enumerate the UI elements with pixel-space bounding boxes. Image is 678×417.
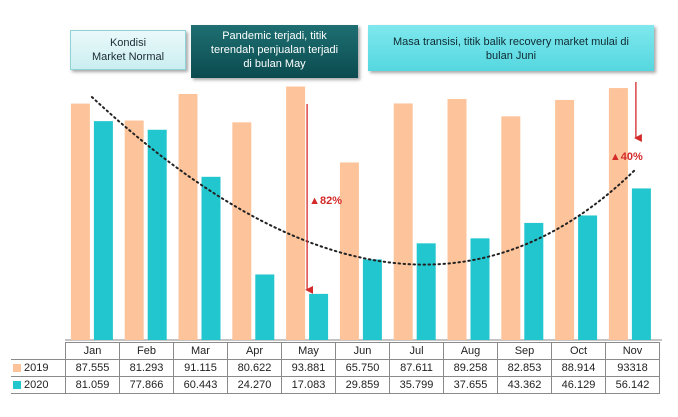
legend-swatch-2020: [13, 381, 21, 389]
table-cell-2019-jul: 87.611: [389, 359, 444, 377]
callout-pandemic: Pandemic terjadi, titik terendah penjual…: [191, 25, 358, 78]
table-cell-2019-sep: 82.853: [497, 359, 552, 377]
table-month-jun: Jun: [335, 342, 390, 360]
table-cell-2019-mar: 91.115: [173, 359, 228, 377]
bar-2020-aug: [470, 238, 490, 340]
legend-swatch-2019: [13, 364, 21, 372]
table-month-jul: Jul: [389, 342, 444, 360]
bar-2019-aug: [447, 99, 467, 340]
table-cell-2020-may: 17.083: [281, 376, 336, 394]
bar-2020-jul: [416, 243, 436, 340]
table-cell-2020-sep: 43.362: [497, 376, 552, 394]
table-cell-2020-mar: 60.443: [173, 376, 228, 394]
table-cell-2019-jan: 87.555: [65, 359, 120, 377]
table-month-may: May: [281, 342, 336, 360]
legend-2020: 2020: [11, 376, 66, 394]
table-row-2020: 2020 81.059 77.866 60.443 24.270 17.083 29.85…: [11, 376, 660, 394]
callout-normal-market: Kondisi Market Normal: [70, 30, 186, 70]
trend-curve: [90, 96, 636, 266]
bar-2019-oct: [555, 99, 575, 341]
table-cell-2019-apr: 80.622: [227, 359, 282, 377]
legend-2019: 2019: [11, 359, 66, 377]
table-month-nov: Nov: [605, 342, 660, 360]
table-cell-2020-jul: 35.799: [389, 376, 444, 394]
bar-2020-feb: [147, 129, 167, 340]
table-header-row: Jan Feb Mar Apr May Jun Jul Aug Sep Oct Nov: [11, 342, 660, 360]
callout-normal-line-2: Market Normal: [91, 51, 165, 63]
table-cell-2019-may: 93.881: [281, 359, 336, 377]
table-cell-2020-apr: 24.270: [227, 376, 282, 394]
callout-normal-line-1: Kondisi: [109, 37, 147, 49]
table-cell-2020-feb: 77.866: [119, 376, 174, 394]
bar-2020-oct: [578, 215, 598, 340]
bar-2020-jan: [93, 121, 113, 340]
legend-label-2020: 2020: [24, 379, 49, 391]
table-month-aug: Aug: [443, 342, 498, 360]
bar-2020-nov: [631, 188, 651, 340]
table-cell-2020-nov: 56.142: [605, 376, 660, 394]
table-month-sep: Sep: [497, 342, 552, 360]
bar-2019-jan: [70, 103, 90, 340]
table-cell-2020-oct: 46.129: [551, 376, 606, 394]
bar-2020-jun: [362, 259, 382, 340]
bar-2019-jul: [393, 103, 413, 340]
table-month-feb: Feb: [119, 342, 174, 360]
callout-transition-line-2: bulan Juni: [485, 50, 537, 62]
callout-transition: Masa transisi, titik balik recovery mark…: [368, 25, 654, 71]
table-cell-2019-oct: 88.914: [551, 359, 606, 377]
legend-label-2019: 2019: [24, 362, 49, 374]
nov-change-label: ▲40%: [610, 151, 643, 163]
table-cell-2020-jun: 29.859: [335, 376, 390, 394]
callout-pandemic-line-3: di bulan May: [243, 58, 306, 70]
table-cell-2019-nov: 93318: [605, 359, 660, 377]
callout-transition-line-1: Masa transisi, titik balik recovery mark…: [393, 36, 629, 48]
table-month-jan: Jan: [65, 342, 120, 360]
data-table: Jan Feb Mar Apr May Jun Jul Aug Sep Oct Nov 2019 8…: [11, 342, 660, 394]
bar-2019-mar: [178, 93, 198, 340]
table-cell-2019-aug: 89.258: [443, 359, 498, 377]
table-cell-2019-jun: 65.750: [335, 359, 390, 377]
bar-2020-may: [309, 293, 329, 340]
bar-2019-sep: [501, 116, 521, 340]
callout-pandemic-line-1: Pandemic terjadi, titik: [222, 30, 327, 42]
bar-2019-nov: [608, 88, 628, 340]
bar-2019-may: [286, 86, 306, 340]
table-row-2019: 2019 87.555 81.293 91.115 80.622 93.881 65.75…: [11, 359, 660, 377]
bar-2019-apr: [232, 122, 252, 340]
bar-2019-jun: [339, 162, 359, 340]
bar-2020-mar: [201, 176, 221, 340]
bar-2019-feb: [124, 120, 144, 340]
callout-pandemic-line-2: terendah penjualan terjadi: [210, 44, 339, 56]
table-month-oct: Oct: [551, 342, 606, 360]
table-cell-2019-feb: 81.293: [119, 359, 174, 377]
table-corner: [11, 343, 66, 360]
table-month-apr: Apr: [227, 342, 282, 360]
bar-2020-apr: [255, 274, 275, 340]
table-month-mar: Mar: [173, 342, 228, 360]
table-cell-2020-jan: 81.059: [65, 376, 120, 394]
bar-2020-sep: [524, 222, 544, 340]
may-change-label: ▲82%: [309, 195, 342, 207]
table-cell-2020-aug: 37.655: [443, 376, 498, 394]
